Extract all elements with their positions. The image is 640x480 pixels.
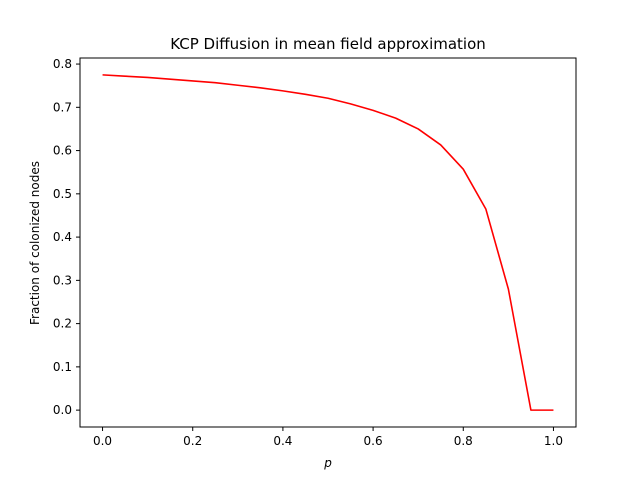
y-axis-label: Fraction of colonized nodes — [28, 161, 42, 325]
x-tick-label: 0.4 — [273, 434, 292, 448]
x-axis-label: p — [323, 456, 332, 470]
x-axis: 0.0 0.2 0.4 0.6 0.8 1.0 — [93, 427, 563, 448]
y-tick-label: 0.0 — [53, 403, 72, 417]
y-tick-label: 0.3 — [53, 273, 72, 287]
series-line — [102, 74, 554, 411]
x-tick-label: 0.0 — [93, 434, 112, 448]
y-tick-label: 0.1 — [53, 360, 72, 374]
y-tick-label: 0.6 — [53, 144, 72, 158]
series-layer — [102, 74, 554, 411]
y-tick-label: 0.2 — [53, 317, 72, 331]
x-tick-label: 1.0 — [544, 434, 563, 448]
chart-title: KCP Diffusion in mean field approximatio… — [170, 35, 486, 53]
y-tick-label: 0.7 — [53, 100, 72, 114]
y-tick-label: 0.8 — [53, 57, 72, 71]
x-tick-label: 0.8 — [454, 434, 473, 448]
x-tick-label: 0.2 — [183, 434, 202, 448]
y-tick-label: 0.4 — [53, 230, 72, 244]
y-tick-label: 0.5 — [53, 187, 72, 201]
y-axis: 0.0 0.1 0.2 0.3 0.4 0.5 0.6 0.7 0.8 — [53, 57, 80, 417]
x-tick-label: 0.6 — [364, 434, 383, 448]
plot-frame — [79, 57, 577, 428]
